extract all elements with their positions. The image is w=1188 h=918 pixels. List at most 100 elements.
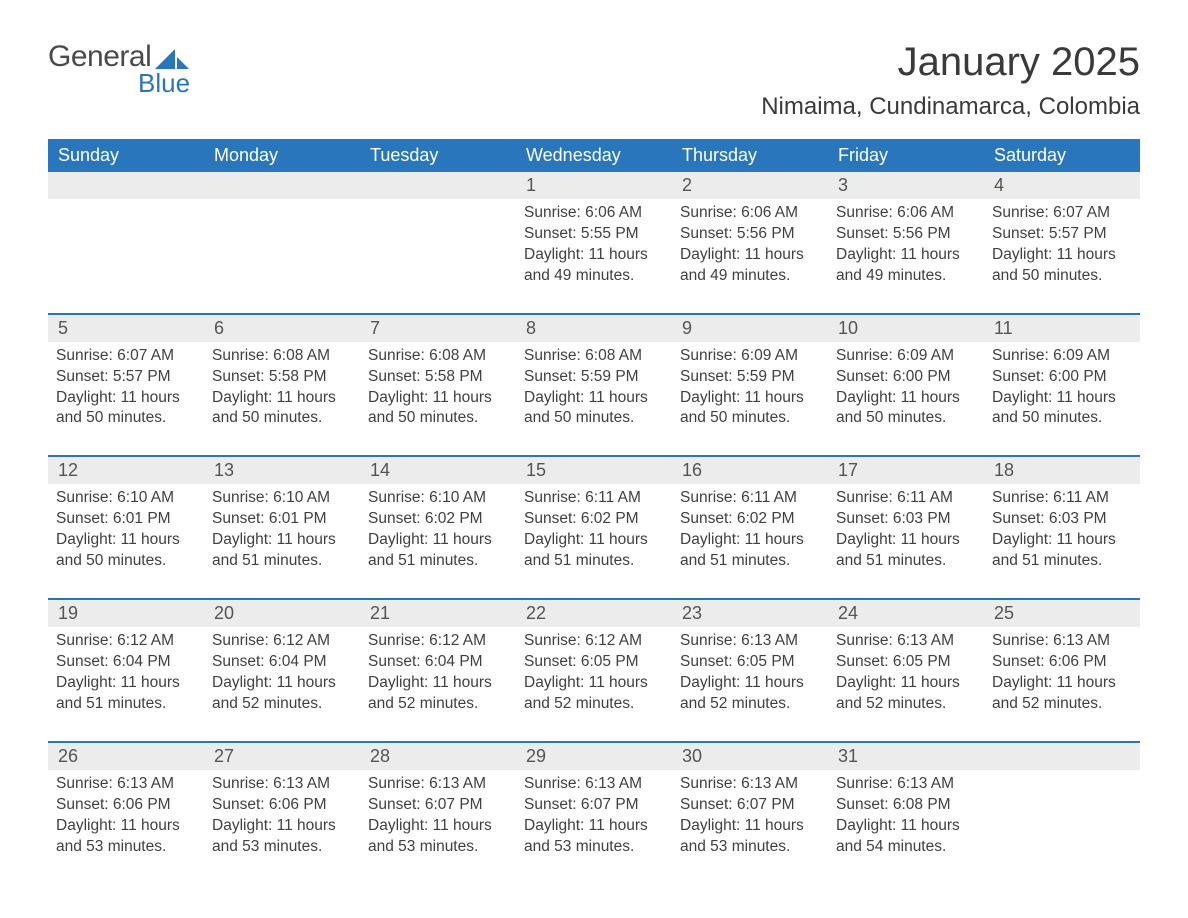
day-cell: Sunrise: 6:12 AMSunset: 6:04 PMDaylight:… bbox=[204, 627, 360, 741]
sunrise-line: Sunrise: 6:09 AM bbox=[836, 346, 976, 367]
sunrise-line: Sunrise: 6:13 AM bbox=[992, 631, 1132, 652]
sunset-line: Sunset: 6:05 PM bbox=[524, 652, 664, 673]
daylight-line: Daylight: 11 hours and 51 minutes. bbox=[524, 530, 664, 572]
day-number-row: 567891011 bbox=[48, 315, 1140, 342]
day-number: 28 bbox=[360, 743, 516, 770]
sunrise-line: Sunrise: 6:06 AM bbox=[836, 203, 976, 224]
sunrise-line: Sunrise: 6:10 AM bbox=[56, 488, 196, 509]
day-number: 11 bbox=[984, 315, 1140, 342]
daylight-line: Daylight: 11 hours and 53 minutes. bbox=[368, 816, 508, 858]
day-number bbox=[48, 172, 204, 199]
sunset-line: Sunset: 6:05 PM bbox=[836, 652, 976, 673]
day-cell: Sunrise: 6:13 AMSunset: 6:06 PMDaylight:… bbox=[204, 770, 360, 884]
day-cell: Sunrise: 6:06 AMSunset: 5:56 PMDaylight:… bbox=[672, 199, 828, 313]
daylight-line: Daylight: 11 hours and 50 minutes. bbox=[56, 530, 196, 572]
sunset-line: Sunset: 5:59 PM bbox=[524, 367, 664, 388]
daylight-line: Daylight: 11 hours and 51 minutes. bbox=[212, 530, 352, 572]
sunset-line: Sunset: 6:03 PM bbox=[992, 509, 1132, 530]
logo-word-blue: Blue bbox=[138, 68, 190, 99]
day-cell: Sunrise: 6:06 AMSunset: 5:55 PMDaylight:… bbox=[516, 199, 672, 313]
day-cell bbox=[360, 199, 516, 313]
week-row: 262728293031Sunrise: 6:13 AMSunset: 6:06… bbox=[48, 741, 1140, 884]
day-number-row: 19202122232425 bbox=[48, 600, 1140, 627]
sunset-line: Sunset: 5:55 PM bbox=[524, 224, 664, 245]
daylight-line: Daylight: 11 hours and 50 minutes. bbox=[212, 388, 352, 430]
sunset-line: Sunset: 6:02 PM bbox=[680, 509, 820, 530]
day-cell: Sunrise: 6:13 AMSunset: 6:07 PMDaylight:… bbox=[516, 770, 672, 884]
day-number: 17 bbox=[828, 457, 984, 484]
daylight-line: Daylight: 11 hours and 49 minutes. bbox=[524, 245, 664, 287]
sunrise-line: Sunrise: 6:12 AM bbox=[524, 631, 664, 652]
logo-word-general: General bbox=[48, 40, 151, 74]
day-header-mon: Monday bbox=[204, 139, 360, 172]
sunset-line: Sunset: 6:02 PM bbox=[368, 509, 508, 530]
day-cell: Sunrise: 6:12 AMSunset: 6:05 PMDaylight:… bbox=[516, 627, 672, 741]
day-number: 20 bbox=[204, 600, 360, 627]
daylight-line: Daylight: 11 hours and 53 minutes. bbox=[524, 816, 664, 858]
week-row: 567891011 Sunrise: 6:07 AMSunset: 5:57 PM… bbox=[48, 313, 1140, 456]
month-title: January 2025 bbox=[761, 40, 1140, 85]
title-block: January 2025 Nimaima, Cundinamarca, Colo… bbox=[761, 40, 1140, 121]
day-content-row: Sunrise: 6:06 AMSunset: 5:55 PMDaylight:… bbox=[48, 199, 1140, 313]
sunset-line: Sunset: 6:04 PM bbox=[368, 652, 508, 673]
sunrise-line: Sunrise: 6:11 AM bbox=[992, 488, 1132, 509]
sunrise-line: Sunrise: 6:06 AM bbox=[524, 203, 664, 224]
sunset-line: Sunset: 6:00 PM bbox=[992, 367, 1132, 388]
sunset-line: Sunset: 5:59 PM bbox=[680, 367, 820, 388]
daylight-line: Daylight: 11 hours and 52 minutes. bbox=[836, 673, 976, 715]
day-number: 22 bbox=[516, 600, 672, 627]
day-number bbox=[984, 743, 1140, 770]
sunrise-line: Sunrise: 6:08 AM bbox=[524, 346, 664, 367]
sunrise-line: Sunrise: 6:07 AM bbox=[992, 203, 1132, 224]
day-number bbox=[204, 172, 360, 199]
sunset-line: Sunset: 6:04 PM bbox=[56, 652, 196, 673]
day-number bbox=[360, 172, 516, 199]
day-number: 25 bbox=[984, 600, 1140, 627]
sunrise-line: Sunrise: 6:08 AM bbox=[212, 346, 352, 367]
day-cell bbox=[204, 199, 360, 313]
week-row: 1234Sunrise: 6:06 AMSunset: 5:55 PMDayli… bbox=[48, 172, 1140, 313]
day-number: 19 bbox=[48, 600, 204, 627]
day-number: 15 bbox=[516, 457, 672, 484]
day-header-fri: Friday bbox=[828, 139, 984, 172]
sunset-line: Sunset: 5:57 PM bbox=[56, 367, 196, 388]
day-cell: Sunrise: 6:13 AMSunset: 6:05 PMDaylight:… bbox=[828, 627, 984, 741]
day-cell: Sunrise: 6:06 AMSunset: 5:56 PMDaylight:… bbox=[828, 199, 984, 313]
sunset-line: Sunset: 6:07 PM bbox=[680, 795, 820, 816]
sunset-line: Sunset: 6:01 PM bbox=[212, 509, 352, 530]
sunrise-line: Sunrise: 6:13 AM bbox=[680, 774, 820, 795]
day-cell bbox=[48, 199, 204, 313]
day-header-tue: Tuesday bbox=[360, 139, 516, 172]
day-cell: Sunrise: 6:13 AMSunset: 6:06 PMDaylight:… bbox=[984, 627, 1140, 741]
day-cell: Sunrise: 6:13 AMSunset: 6:06 PMDaylight:… bbox=[48, 770, 204, 884]
day-number-row: 12131415161718 bbox=[48, 457, 1140, 484]
sunrise-line: Sunrise: 6:13 AM bbox=[836, 774, 976, 795]
sunrise-line: Sunrise: 6:13 AM bbox=[836, 631, 976, 652]
day-cell: Sunrise: 6:09 AMSunset: 6:00 PMDaylight:… bbox=[984, 342, 1140, 456]
day-number: 31 bbox=[828, 743, 984, 770]
calendar: Sunday Monday Tuesday Wednesday Thursday… bbox=[48, 139, 1140, 883]
sunrise-line: Sunrise: 6:11 AM bbox=[680, 488, 820, 509]
day-cell: Sunrise: 6:11 AMSunset: 6:03 PMDaylight:… bbox=[984, 484, 1140, 598]
sunset-line: Sunset: 6:04 PM bbox=[212, 652, 352, 673]
day-number: 9 bbox=[672, 315, 828, 342]
sunrise-line: Sunrise: 6:12 AM bbox=[56, 631, 196, 652]
sunrise-line: Sunrise: 6:11 AM bbox=[836, 488, 976, 509]
day-number: 13 bbox=[204, 457, 360, 484]
daylight-line: Daylight: 11 hours and 54 minutes. bbox=[836, 816, 976, 858]
day-cell: Sunrise: 6:11 AMSunset: 6:02 PMDaylight:… bbox=[672, 484, 828, 598]
day-number: 8 bbox=[516, 315, 672, 342]
daylight-line: Daylight: 11 hours and 50 minutes. bbox=[56, 388, 196, 430]
daylight-line: Daylight: 11 hours and 50 minutes. bbox=[836, 388, 976, 430]
day-cell: Sunrise: 6:10 AMSunset: 6:01 PMDaylight:… bbox=[204, 484, 360, 598]
day-content-row: Sunrise: 6:13 AMSunset: 6:06 PMDaylight:… bbox=[48, 770, 1140, 884]
sunrise-line: Sunrise: 6:12 AM bbox=[368, 631, 508, 652]
day-cell: Sunrise: 6:08 AMSunset: 5:58 PMDaylight:… bbox=[204, 342, 360, 456]
day-number: 1 bbox=[516, 172, 672, 199]
week-row: 19202122232425Sunrise: 6:12 AMSunset: 6:… bbox=[48, 598, 1140, 741]
sunrise-line: Sunrise: 6:07 AM bbox=[56, 346, 196, 367]
daylight-line: Daylight: 11 hours and 49 minutes. bbox=[836, 245, 976, 287]
sunrise-line: Sunrise: 6:10 AM bbox=[368, 488, 508, 509]
day-number: 3 bbox=[828, 172, 984, 199]
day-number: 2 bbox=[672, 172, 828, 199]
